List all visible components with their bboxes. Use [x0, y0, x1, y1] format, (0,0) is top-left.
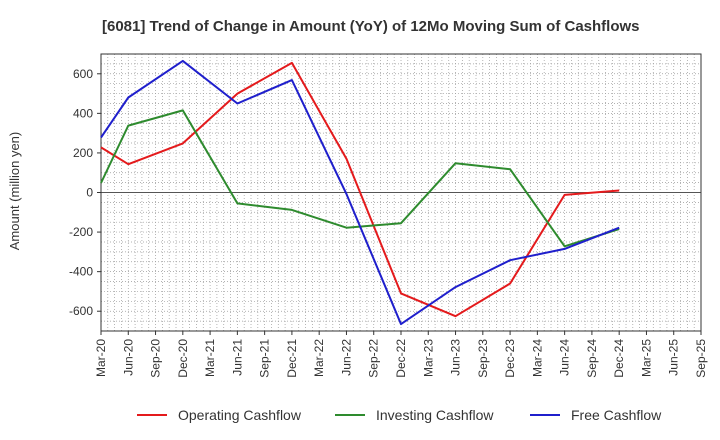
x-tick-label: Sep-24 [585, 339, 599, 378]
x-tick-label: Jun-21 [230, 339, 244, 376]
x-tick-label: Dec-22 [394, 339, 408, 378]
y-tick-label: 200 [73, 146, 93, 160]
x-tick-label: Mar-23 [421, 339, 435, 377]
x-tick-label: Sep-25 [694, 339, 708, 378]
x-tick-label: Sep-20 [149, 339, 163, 378]
x-tick-label: Mar-20 [94, 339, 108, 377]
x-tick-label: Dec-23 [503, 339, 517, 378]
series-line [100, 109, 620, 248]
x-tick-label: Mar-24 [530, 339, 544, 377]
y-tick-label: -400 [69, 265, 93, 279]
x-tick-label: Mar-22 [312, 339, 326, 377]
x-tick-label: Sep-21 [258, 339, 272, 378]
x-tick-label: Jun-23 [449, 339, 463, 376]
x-tick-label: Mar-25 [639, 339, 653, 377]
plot-area: -600 -400 -200 0 200 400 600 Mar-20 Jun-20 Sep-20… [69, 53, 708, 378]
y-tick-label: 600 [73, 67, 93, 81]
x-tick-label: Jun-20 [121, 339, 135, 376]
x-tick-label: Jun-25 [667, 339, 681, 376]
y-tick-label: -600 [69, 304, 93, 318]
y-tick-label: 400 [73, 106, 93, 120]
legend: Operating Cashflow Investing Cashflow Free… [137, 407, 662, 423]
y-tick-label: 0 [86, 186, 93, 200]
chart-title: [6081] Trend of Change in Amount (YoY) o… [102, 18, 640, 35]
y-tick-label: -200 [69, 225, 93, 239]
x-tick-label: Dec-21 [285, 339, 299, 378]
y-axis-label: Amount (million yen) [7, 132, 22, 251]
series-line [100, 61, 620, 318]
x-tick-label: Mar-21 [203, 339, 217, 377]
x-tick-label: Jun-22 [339, 339, 353, 376]
x-tick-label: Dec-24 [612, 339, 626, 378]
x-tick-label: Sep-23 [476, 339, 490, 378]
series-line [100, 59, 620, 326]
x-tick-label: Dec-20 [176, 339, 190, 378]
x-tick-label: Sep-22 [367, 339, 381, 378]
legend-label: Free Cashflow [571, 407, 662, 423]
legend-label: Operating Cashflow [178, 407, 302, 423]
legend-label: Investing Cashflow [376, 407, 494, 423]
x-tick-label: Jun-24 [558, 339, 572, 376]
